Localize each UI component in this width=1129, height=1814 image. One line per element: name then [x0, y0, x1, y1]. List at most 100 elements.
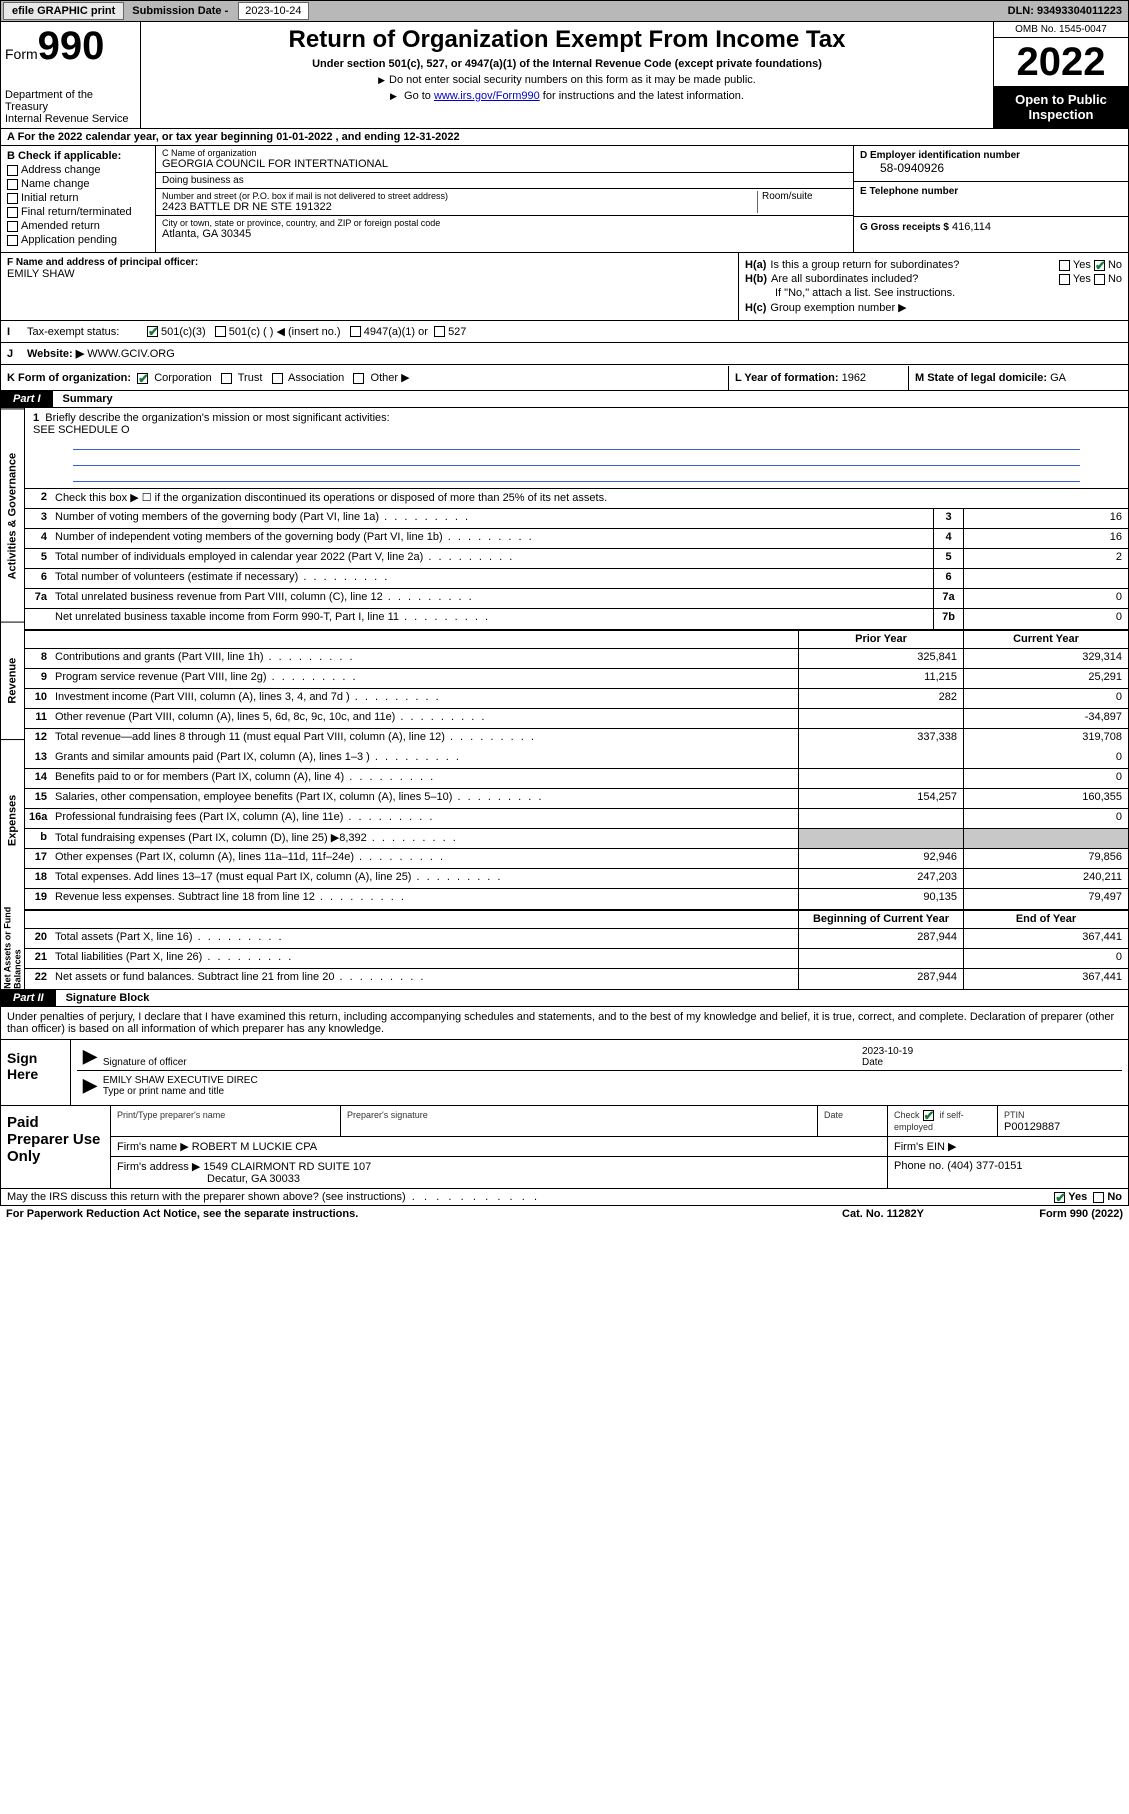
chk-501c3[interactable]	[147, 326, 158, 337]
chk-amended[interactable]	[7, 221, 18, 232]
mission-text: SEE SCHEDULE O	[33, 424, 1120, 436]
data-row: 14Benefits paid to or for members (Part …	[25, 769, 1128, 789]
data-row: 19Revenue less expenses. Subtract line 1…	[25, 889, 1128, 909]
chk-self-employed[interactable]	[923, 1110, 934, 1121]
tab-net-assets: Net Assets or Fund Balances	[1, 900, 24, 989]
chk-corp[interactable]	[137, 373, 148, 384]
dln: DLN: 93493304011223	[1008, 5, 1128, 17]
paid-preparer-block: Paid Preparer Use Only Print/Type prepar…	[0, 1106, 1129, 1189]
city-state-zip: Atlanta, GA 30345	[162, 228, 847, 240]
chk-527[interactable]	[434, 326, 445, 337]
principal-officer: EMILY SHAW	[7, 268, 732, 280]
part-ii-header: Part II Signature Block	[0, 990, 1129, 1007]
ha-no[interactable]	[1094, 260, 1105, 271]
officer-group-block: F Name and address of principal officer:…	[0, 253, 1129, 321]
col-c-name-address: C Name of organization GEORGIA COUNCIL F…	[156, 146, 853, 252]
group-exemption: Group exemption number ▶	[770, 301, 1122, 314]
chk-other[interactable]	[353, 373, 364, 384]
form-subtitle-1: Under section 501(c), 527, or 4947(a)(1)…	[147, 58, 987, 70]
street-address: 2423 BATTLE DR NE STE 191322	[162, 201, 757, 213]
chk-final-return[interactable]	[7, 207, 18, 218]
data-row: 21Total liabilities (Part X, line 26)0	[25, 949, 1128, 969]
dept-treasury: Department of the Treasury Internal Reve…	[5, 89, 136, 125]
col-b-checkboxes: B Check if applicable: Address change Na…	[1, 146, 156, 252]
chk-trust[interactable]	[221, 373, 232, 384]
data-row: 18Total expenses. Add lines 13–17 (must …	[25, 869, 1128, 889]
sign-date: 2023-10-19	[862, 1046, 1122, 1057]
form-title: Return of Organization Exempt From Incom…	[147, 26, 987, 54]
data-row: 13Grants and similar amounts paid (Part …	[25, 749, 1128, 769]
data-row: 16aProfessional fundraising fees (Part I…	[25, 809, 1128, 829]
row-j-website: J Website: ▶ WWW.GCIV.ORG	[0, 343, 1129, 365]
open-to-public: Open to Public Inspection	[994, 86, 1128, 128]
tab-expenses: Expenses	[1, 739, 24, 900]
firm-address-1: 1549 CLAIRMONT RD SUITE 107	[203, 1161, 371, 1173]
row-k-form-org: K Form of organization: Corporation Trus…	[0, 365, 1129, 391]
irs-discuss-row: May the IRS discuss this return with the…	[0, 1189, 1129, 1206]
data-row: 17Other expenses (Part IX, column (A), l…	[25, 849, 1128, 869]
col-begin-year: Beginning of Current Year	[798, 911, 963, 928]
line-2: 2Check this box ▶ ☐ if the organization …	[25, 489, 1128, 509]
year-formation: 1962	[842, 372, 866, 384]
data-row: 9Program service revenue (Part VIII, lin…	[25, 669, 1128, 689]
org-info-block: B Check if applicable: Address change Na…	[0, 146, 1129, 253]
tax-year: 2022	[994, 38, 1128, 86]
tab-revenue: Revenue	[1, 622, 24, 739]
data-row: bTotal fundraising expenses (Part IX, co…	[25, 829, 1128, 849]
gov-row: 3Number of voting members of the governi…	[25, 509, 1128, 529]
org-name: GEORGIA COUNCIL FOR INTERTNATIONAL	[162, 158, 847, 170]
col-d-e-g: D Employer identification number 58-0940…	[853, 146, 1128, 252]
chk-discuss-no[interactable]	[1093, 1192, 1104, 1203]
chk-address-change[interactable]	[7, 165, 18, 176]
sign-here-block: Sign Here ▶ Signature of officer 2023-10…	[0, 1040, 1129, 1106]
sig-arrow-icon-2: ▶	[77, 1075, 103, 1097]
website: WWW.GCIV.ORG	[87, 348, 175, 360]
submission-label: Submission Date -	[126, 5, 234, 17]
firm-address-2: Decatur, GA 30033	[117, 1173, 300, 1185]
part-i-header: Part I Summary	[0, 391, 1129, 408]
data-row: 15Salaries, other compensation, employee…	[25, 789, 1128, 809]
chk-app-pending[interactable]	[7, 235, 18, 246]
data-row: 20Total assets (Part X, line 16)287,9443…	[25, 929, 1128, 949]
gov-row: 7aTotal unrelated business revenue from …	[25, 589, 1128, 609]
col-end-year: End of Year	[963, 911, 1128, 928]
data-row: 8Contributions and grants (Part VIII, li…	[25, 649, 1128, 669]
hb-yes[interactable]	[1059, 274, 1070, 285]
officer-name: EMILY SHAW EXECUTIVE DIREC	[103, 1075, 1122, 1086]
summary-section: Activities & Governance Revenue Expenses…	[0, 408, 1129, 990]
chk-4947[interactable]	[350, 326, 361, 337]
firm-phone: (404) 377-0151	[947, 1160, 1022, 1172]
form-subtitle-2: Do not enter social security numbers on …	[147, 74, 987, 86]
room-suite: Room/suite	[757, 191, 847, 213]
ptin: P00129887	[1004, 1121, 1060, 1133]
gov-row: Net unrelated business taxable income fr…	[25, 609, 1128, 629]
irs-link[interactable]: www.irs.gov/Form990	[434, 90, 540, 102]
form-header: Form990 Department of the Treasury Inter…	[0, 22, 1129, 129]
row-a-tax-year: A For the 2022 calendar year, or tax yea…	[0, 129, 1129, 146]
col-current-year: Current Year	[963, 631, 1128, 648]
sig-arrow-icon: ▶	[77, 1046, 103, 1068]
firm-name: ROBERT M LUCKIE CPA	[192, 1141, 317, 1153]
ha-yes[interactable]	[1059, 260, 1070, 271]
data-row: 22Net assets or fund balances. Subtract …	[25, 969, 1128, 989]
chk-discuss-yes[interactable]	[1054, 1192, 1065, 1203]
submission-date: 2023-10-24	[238, 2, 308, 20]
ein: 58-0940926	[860, 161, 1122, 175]
chk-name-change[interactable]	[7, 179, 18, 190]
chk-501c[interactable]	[215, 326, 226, 337]
state-domicile: GA	[1050, 372, 1066, 384]
tab-governance: Activities & Governance	[1, 408, 24, 622]
data-row: 11Other revenue (Part VIII, column (A), …	[25, 709, 1128, 729]
col-prior-year: Prior Year	[798, 631, 963, 648]
chk-initial-return[interactable]	[7, 193, 18, 204]
data-row: 10Investment income (Part VIII, column (…	[25, 689, 1128, 709]
efile-graphic-btn[interactable]: efile GRAPHIC print	[3, 2, 124, 20]
form-990-label: Form990	[5, 24, 136, 69]
row-i-tax-status: I Tax-exempt status: 501(c)(3) 501(c) ( …	[0, 321, 1129, 343]
gov-row: 4Number of independent voting members of…	[25, 529, 1128, 549]
gov-row: 6Total number of volunteers (estimate if…	[25, 569, 1128, 589]
hb-no[interactable]	[1094, 274, 1105, 285]
chk-assoc[interactable]	[272, 373, 283, 384]
gov-row: 5Total number of individuals employed in…	[25, 549, 1128, 569]
page-footer: For Paperwork Reduction Act Notice, see …	[0, 1206, 1129, 1222]
